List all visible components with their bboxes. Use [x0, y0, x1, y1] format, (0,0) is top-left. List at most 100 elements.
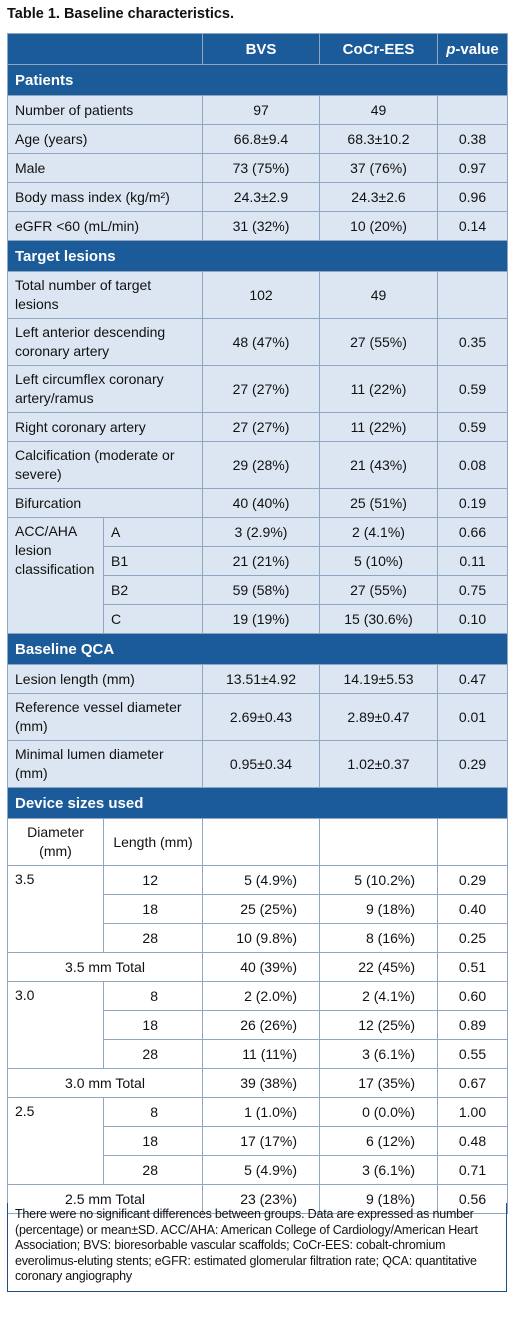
value-cell: 0.60	[437, 981, 508, 1011]
row-label: C	[103, 604, 203, 634]
device-column-header: Length (mm)	[103, 818, 203, 866]
device-row: 3.0 8 2 (2.0%) 2 (4.1%) 0.60	[7, 981, 508, 1069]
row-label: Left circumflex coronary artery/ramus	[7, 365, 203, 413]
value-cell: 0.35	[437, 318, 508, 366]
value-cell: 0.10	[437, 604, 508, 634]
blank-cell	[437, 818, 508, 866]
row-label: A	[103, 517, 203, 547]
data-table: BVS CoCr-EES p-value Patients Number of pati…	[7, 33, 508, 1214]
length: 28	[103, 923, 203, 953]
value-cell: 0.01	[437, 693, 508, 741]
data-row: Left circumflex coronary artery/ramus 27 …	[7, 365, 508, 413]
value-cell: 0.14	[437, 211, 508, 241]
data-row: B1 21 (21%) 5 (10%) 0.11	[8, 546, 508, 576]
value-cell: 12 (25%)	[319, 1010, 438, 1040]
value-cell: 27 (27%)	[202, 365, 320, 413]
row-label: B2	[103, 575, 203, 605]
value-cell: 37 (76%)	[319, 153, 438, 183]
blank-cell	[319, 818, 438, 866]
section-title: Baseline QCA	[7, 633, 508, 665]
blank-cell	[202, 818, 320, 866]
value-cell: 11 (22%)	[319, 365, 438, 413]
value-cell: 0.66	[437, 517, 508, 547]
value-cell: 0.75	[437, 575, 508, 605]
row-label: Reference vessel diameter (mm)	[7, 693, 203, 741]
value-cell: 10 (9.8%)	[202, 923, 320, 953]
value-cell: 14.19±5.53	[319, 664, 438, 694]
value-cell: 0.51	[437, 952, 508, 982]
value-cell: 0.47	[437, 664, 508, 694]
value-cell: 2 (2.0%)	[202, 981, 320, 1011]
length: 18	[103, 1126, 203, 1156]
value-cell: 5 (10%)	[319, 546, 438, 576]
value-cell: 0.67	[437, 1068, 508, 1098]
value-cell: 0.25	[437, 923, 508, 953]
row-label: Left anterior descending coronary artery	[7, 318, 203, 366]
value-cell: 0.95±0.34	[202, 740, 320, 788]
data-row: Reference vessel diameter (mm) 2.69±0.43 2…	[7, 693, 508, 741]
value-cell: 11 (11%)	[202, 1039, 320, 1069]
value-cell: 19 (19%)	[202, 604, 320, 634]
value-cell: 17 (35%)	[319, 1068, 438, 1098]
value-cell: 102	[202, 271, 320, 319]
value-cell: 49	[319, 271, 438, 319]
row-label: Lesion length (mm)	[7, 664, 203, 694]
value-cell: 5 (4.9%)	[202, 865, 320, 895]
value-cell: 0.96	[437, 182, 508, 212]
row-label: Minimal lumen diameter (mm)	[7, 740, 203, 788]
value-cell: 10 (20%)	[319, 211, 438, 241]
device-row: 28 5 (4.9%) 3 (6.1%) 0.71	[8, 1155, 508, 1185]
diameter: 3.0	[7, 981, 104, 1069]
table-title: Table 1. Baseline characteristics.	[7, 6, 235, 22]
data-row: Right coronary artery 27 (27%) 11 (22%) 0.5…	[7, 412, 508, 442]
value-cell: 21 (43%)	[319, 441, 438, 489]
value-cell: 40 (40%)	[202, 488, 320, 518]
value-cell: 8 (16%)	[319, 923, 438, 953]
device-row: 18 17 (17%) 6 (12%) 0.48	[8, 1126, 508, 1156]
value-cell: 5 (10.2%)	[319, 865, 438, 895]
row-label: Right coronary artery	[7, 412, 203, 442]
row-label: Calcification (moderate or severe)	[7, 441, 203, 489]
value-cell: 9 (18%)	[319, 1184, 438, 1214]
device-total-row: 2.5 mm Total 23 (23%) 9 (18%) 0.56	[7, 1184, 508, 1214]
column-header: p-value	[437, 33, 508, 65]
value-cell: 2 (4.1%)	[319, 981, 438, 1011]
value-cell: 11 (22%)	[319, 412, 438, 442]
row-label: Bifurcation	[7, 488, 203, 518]
value-cell: 0.40	[437, 894, 508, 924]
row-label: B1	[103, 546, 203, 576]
data-row: Calcification (moderate or severe) 29 (28…	[7, 441, 508, 489]
value-cell: 13.51±4.92	[202, 664, 320, 694]
row-label: Age (years)	[7, 124, 203, 154]
length: 8	[103, 981, 203, 1011]
value-cell: 3 (6.1%)	[319, 1039, 438, 1069]
device-column-header: Diameter (mm)	[7, 818, 104, 866]
value-cell: 1.02±0.37	[319, 740, 438, 788]
data-row: Number of patients 97 49	[7, 95, 508, 125]
length: 18	[103, 894, 203, 924]
data-row: Body mass index (kg/m²) 24.3±2.9 24.3±2.6 0…	[7, 182, 508, 212]
value-cell: 0.97	[437, 153, 508, 183]
value-cell: 1.00	[437, 1097, 508, 1127]
value-cell: 21 (21%)	[202, 546, 320, 576]
header-row: BVS CoCr-EES p-value	[7, 33, 508, 65]
value-cell: 48 (47%)	[202, 318, 320, 366]
value-cell: 15 (30.6%)	[319, 604, 438, 634]
length: 8	[103, 1097, 203, 1127]
section-row: Device sizes used	[7, 787, 508, 819]
value-cell: 40 (39%)	[202, 952, 320, 982]
device-header-row: Diameter (mm) Length (mm)	[7, 818, 508, 866]
length: 12	[103, 865, 203, 895]
data-row: Age (years) 66.8±9.4 68.3±10.2 0.38	[7, 124, 508, 154]
value-cell: 0.55	[437, 1039, 508, 1069]
value-cell: 0.59	[437, 412, 508, 442]
value-cell: 24.3±2.6	[319, 182, 438, 212]
value-cell: 97	[202, 95, 320, 125]
value-cell: 24.3±2.9	[202, 182, 320, 212]
value-cell: 9 (18%)	[319, 894, 438, 924]
total-label: 3.0 mm Total	[7, 1068, 203, 1098]
diameter: 2.5	[7, 1097, 104, 1185]
table-body: BVS CoCr-EES p-value Patients Number of pati…	[7, 33, 508, 1214]
diameter: 3.5	[7, 865, 104, 953]
